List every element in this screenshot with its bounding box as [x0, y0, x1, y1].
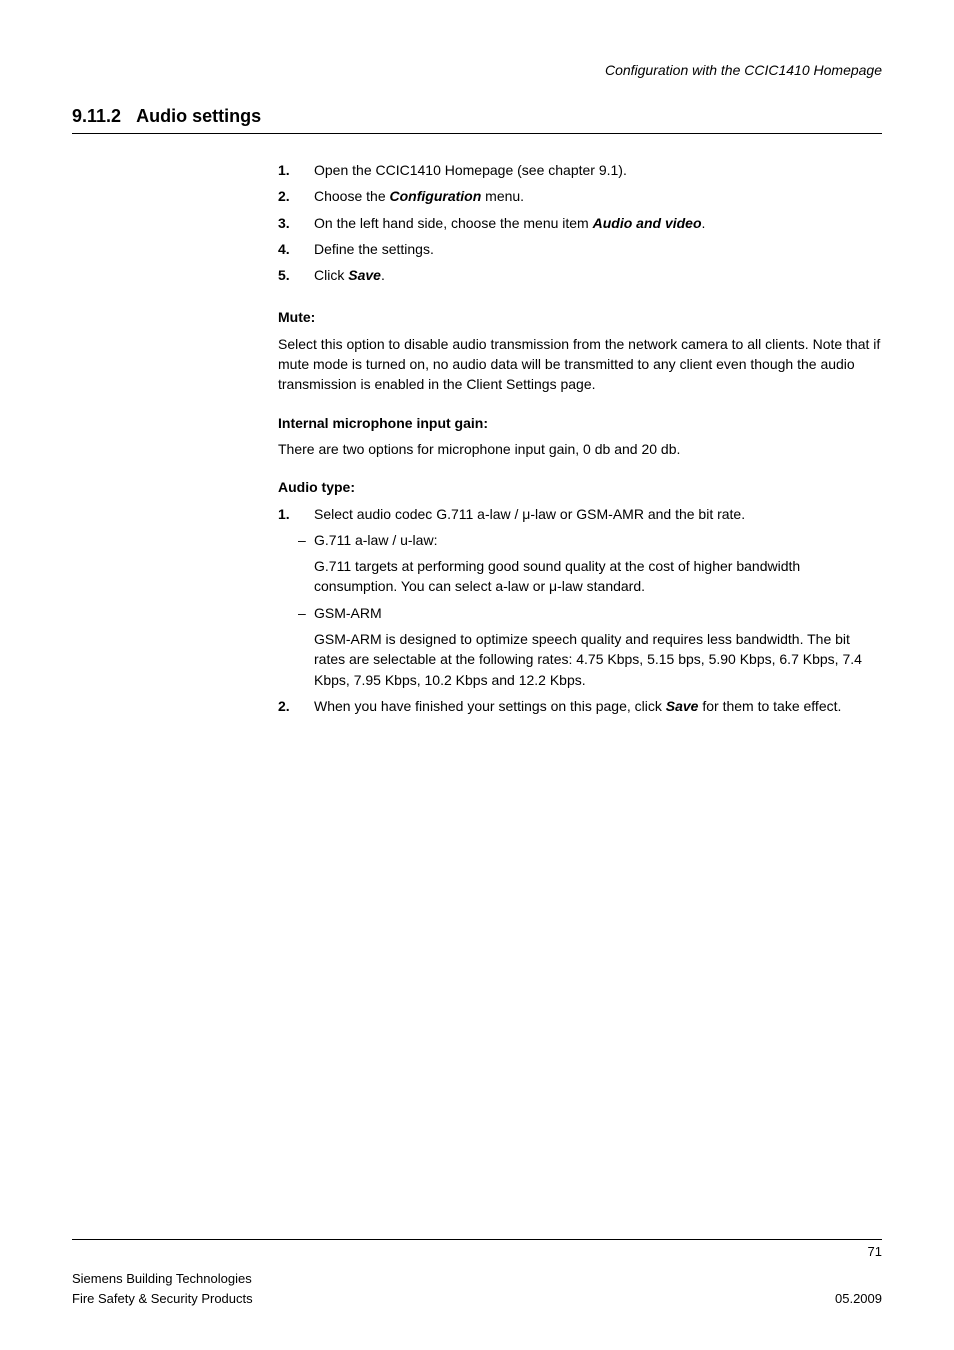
step-text: On the left hand side, choose the menu i… [314, 213, 705, 233]
dash-icon: – [298, 530, 314, 550]
running-header: Configuration with the CCIC1410 Homepage [72, 62, 882, 78]
top-steps: 1. Open the CCIC1410 Homepage (see chapt… [278, 160, 882, 285]
step-num: 1. [278, 160, 314, 180]
mute-body: Select this option to disable audio tran… [278, 334, 882, 395]
page-footer: 71 Siemens Building Technologies Fire Sa… [72, 1239, 882, 1308]
section-rule [72, 133, 882, 134]
sub-gsm: –GSM-ARM [314, 603, 882, 623]
sub-label: G.711 a-law / u-law: [314, 532, 437, 548]
step-text: Choose the Configuration menu. [314, 186, 524, 206]
audiotype-item-2: 2. When you have finished your settings … [278, 696, 882, 716]
gain-heading: Internal microphone input gain: [278, 413, 882, 433]
footer-left-1: Siemens Building Technologies [72, 1269, 252, 1289]
content-body: 1. Open the CCIC1410 Homepage (see chapt… [278, 160, 882, 716]
footer-right-2: 05.2009 [835, 1289, 882, 1309]
audiotype-list: 1. Select audio codec G.711 a-law / μ-la… [278, 504, 882, 524]
sub-g711: –G.711 a-law / u-law: [314, 530, 882, 550]
step-2: 2. Choose the Configuration menu. [278, 186, 882, 206]
audiotype-heading: Audio type: [278, 477, 882, 497]
audiotype-sublist: –G.711 a-law / u-law: [314, 530, 882, 550]
section-heading: 9.11.2 Audio settings [72, 106, 882, 127]
footer-rule [72, 1239, 882, 1240]
step-text: Click Save. [314, 265, 385, 285]
step-text: Open the CCIC1410 Homepage (see chapter … [314, 160, 627, 180]
step-num: 2. [278, 186, 314, 206]
sub-g711-body: G.711 targets at performing good sound q… [314, 556, 882, 597]
mute-heading: Mute: [278, 307, 882, 327]
sub-label: GSM-ARM [314, 605, 382, 621]
step-1: 1. Open the CCIC1410 Homepage (see chapt… [278, 160, 882, 180]
footer-row-1: Siemens Building Technologies [72, 1269, 882, 1289]
step-4: 4. Define the settings. [278, 239, 882, 259]
section-number: 9.11.2 [72, 106, 121, 126]
step-num: 3. [278, 213, 314, 233]
dash-icon: – [298, 603, 314, 623]
step-num: 1. [278, 504, 314, 524]
step-text: When you have finished your settings on … [314, 696, 841, 716]
sub-gsm-body: GSM-ARM is designed to optimize speech q… [314, 629, 882, 690]
page-number: 71 [72, 1244, 882, 1259]
audiotype-list-2: 2. When you have finished your settings … [278, 696, 882, 716]
step-num: 4. [278, 239, 314, 259]
footer-row-2: Fire Safety & Security Products 05.2009 [72, 1289, 882, 1309]
step-5: 5. Click Save. [278, 265, 882, 285]
audiotype-sublist-2: –GSM-ARM [314, 603, 882, 623]
section-title: Audio settings [136, 106, 261, 126]
step-text: Select audio codec G.711 a-law / μ-law o… [314, 504, 745, 524]
step-num: 2. [278, 696, 314, 716]
gain-body: There are two options for microphone inp… [278, 439, 882, 459]
footer-left-2: Fire Safety & Security Products [72, 1289, 253, 1309]
step-3: 3. On the left hand side, choose the men… [278, 213, 882, 233]
step-num: 5. [278, 265, 314, 285]
audiotype-item-1: 1. Select audio codec G.711 a-law / μ-la… [278, 504, 882, 524]
step-text: Define the settings. [314, 239, 434, 259]
